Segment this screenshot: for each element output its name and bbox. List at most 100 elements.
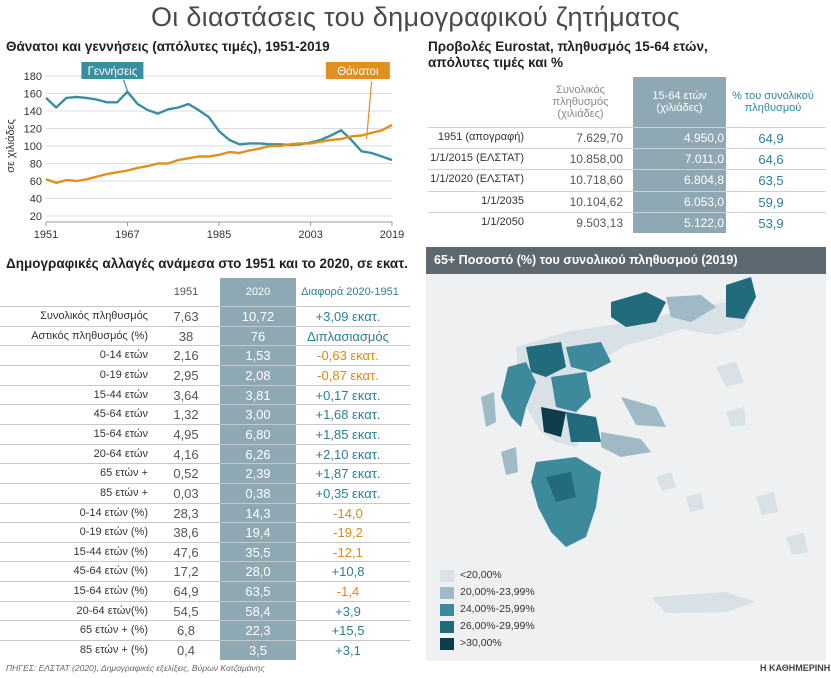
y-tick-label: 40 <box>30 194 42 206</box>
demo-row-diff: -0,87 εκατ. <box>317 367 379 383</box>
proj-row-pct: 53,9 <box>758 215 784 231</box>
y-tick-label: 100 <box>24 141 42 153</box>
demo-row: 0-14 ετών 2,16 1,53 -0,63 εκατ. <box>0 345 410 367</box>
demo-row-diff: +2,10 εκατ. <box>315 446 381 462</box>
map-region-arcadia <box>546 472 576 502</box>
demo-row-1951: 2,16 <box>173 348 199 364</box>
map-region-rhodes <box>786 533 808 555</box>
legend-swatch <box>440 570 454 582</box>
demo-row-1951: 38,6 <box>173 525 199 541</box>
x-tick-label: 1967 <box>115 229 139 241</box>
demo-row: 0-19 ετών 2,95 2,08 -0,87 εκατ. <box>0 364 410 387</box>
map-region-corfu <box>481 392 496 427</box>
y-axis-label: σε χιλιάδες <box>5 119 17 173</box>
publisher-credit: Η ΚΑΘΗΜΕΡΙΝΗ <box>760 663 831 673</box>
demo-row-2020: 28,0 <box>245 564 271 580</box>
map-region-peloponnese <box>531 457 601 547</box>
demo-row-1951: 28,3 <box>173 505 199 521</box>
demo-row-diff: +1,68 εκατ. <box>315 407 381 423</box>
sources-note: ΠΗΓΕΣ: ΕΛΣΤΑΤ (2020), Δημογραφικές εξελί… <box>6 663 265 673</box>
line-chart-title: Θάνατοι και γεννήσεις (απόλυτες τιμές), … <box>6 39 330 54</box>
demo-row-1951: 3,64 <box>173 387 199 403</box>
births-callout-box <box>81 62 144 79</box>
demo-row-2020: 63,5 <box>245 584 271 600</box>
demo-row-1951: 0,4 <box>176 643 196 659</box>
demo-row: 65 ετών + 0,52 2,39 +1,87 εκατ. <box>0 463 410 485</box>
births-line <box>45 90 393 162</box>
proj-row-total: 9.503,13 <box>576 215 623 230</box>
demo-row-diff: +1,87 εκατ. <box>315 466 381 482</box>
map-region-crete <box>651 592 756 613</box>
projections-title: Προβολές Eurostat, πληθυσμός 15-64 ετών,… <box>428 39 708 70</box>
demo-row-diff: +3,9 <box>335 603 361 619</box>
legend-label: >30,00% <box>460 637 502 649</box>
proj-row-working-age: 7.011,0 <box>684 152 724 167</box>
demo-row: 65 ετών + (%) 6,8 22,3 +15,5 <box>0 620 410 642</box>
demo-header-1951: 1951 <box>173 286 199 298</box>
map-region-lesvos <box>716 362 744 387</box>
births-callout-pointer <box>122 79 128 92</box>
demo-row: Συνολικός πληθυσμός 7,63 10,72 +3,09 εκατ. <box>0 306 410 328</box>
demo-row-diff: +0,17 εκατ. <box>315 387 381 403</box>
demo-header-diff: Διαφορά 2020-1951 <box>301 286 399 298</box>
demo-row-2020: 14,3 <box>245 505 271 521</box>
proj-row-total: 7.629,70 <box>576 131 623 145</box>
y-tick-label: 140 <box>24 106 42 118</box>
map-region-cyclades-2 <box>686 493 704 512</box>
births-callout-label: Γεννήσεις <box>88 66 138 78</box>
demo-row-diff: +15,5 <box>331 623 365 639</box>
map-region-cyclades-1 <box>656 472 676 491</box>
highlight-column <box>633 77 726 233</box>
legend-label: 24,00%-25,99% <box>460 603 535 615</box>
demo-row: 15-44 ετών (%) 47,6 35,5 -12,1 <box>0 541 410 564</box>
proj-row-pct: 59,9 <box>758 194 784 210</box>
demo-row-label: 15-44 ετών <box>93 388 148 401</box>
demo-row: 15-44 ετών 3,64 3,81 +0,17 εκατ. <box>0 384 410 407</box>
demo-row: Αστικός πληθυσμός (%) 38 76 Διπλασιασμός <box>0 325 410 348</box>
demo-row: 45-64 ετών 1,32 3,00 +1,68 εκατ. <box>0 404 410 426</box>
proj-row: 1/1/2015 (ΕΛΣΤΑΤ) 10.858,00 7.011,0 64,6 <box>428 148 826 170</box>
map-title: 65+ Ποσοστό (%) του συνολικού πληθυσμού … <box>426 247 826 274</box>
greece-map <box>481 277 808 613</box>
demo-row-2020: 3,81 <box>245 387 271 403</box>
demo-row-1951: 64,9 <box>173 584 199 600</box>
demo-row-label: 65 ετών + <box>100 467 148 480</box>
proj-row-label: 1951 (απογραφή) <box>437 131 524 143</box>
demo-row: 0-14 ετών (%) 28,3 14,3 -14,0 <box>0 502 410 525</box>
proj-header-working-age: 15-64 ετών (χιλιάδες) <box>652 90 707 114</box>
map-region-thessaly-west <box>551 372 591 412</box>
map-panel <box>426 247 826 661</box>
map-region-chios <box>726 407 746 427</box>
demo-row-diff: -0,63 εκατ. <box>317 348 379 364</box>
map-region-ionian <box>501 447 518 475</box>
demo-row-diff: -19,2 <box>333 525 363 541</box>
demo-row-label: 45-64 ετών (%) <box>73 565 148 578</box>
y-tick-label: 180 <box>24 71 42 83</box>
demo-row-label: 0-19 ετών <box>99 368 148 381</box>
demo-row-1951: 4,16 <box>173 446 199 462</box>
map-region-central-greece <box>566 412 601 442</box>
demo-row-1951: 1,32 <box>173 407 199 423</box>
x-tick-label: 2003 <box>298 229 322 241</box>
proj-row: 1/1/2035 10.104,62 6.053,0 59,9 <box>428 190 826 213</box>
proj-header-pct: % του συνολικού πληθυσμού <box>732 90 814 114</box>
legend-swatch <box>440 587 454 599</box>
proj-row-pct: 64,6 <box>758 152 784 168</box>
demo-row: 0-19 ετών (%) 38,6 19,4 -19,2 <box>0 522 410 544</box>
map-region-evia <box>621 397 666 427</box>
demo-row-2020: 10,72 <box>241 309 275 324</box>
projections-table: Συνολικός πληθυσμός (χιλιάδες) 15-64 ετώ… <box>428 77 826 233</box>
highlight-column-2020 <box>220 278 296 660</box>
proj-row-working-age: 4.950,0 <box>683 131 724 145</box>
proj-row-working-age: 6.053,0 <box>683 194 724 209</box>
demo-row-label: 85 ετών + <box>100 486 148 499</box>
demo-row-2020: 6,26 <box>245 446 271 462</box>
y-tick-label: 80 <box>30 159 42 171</box>
map-region-dodecanese <box>756 492 778 515</box>
proj-row-total: 10.104,62 <box>569 194 623 209</box>
demo-row-1951: 4,95 <box>173 426 199 442</box>
proj-row-pct: 63,5 <box>758 173 784 189</box>
demo-row-label: 15-64 ετών (%) <box>73 585 148 598</box>
demo-header-2020: 2020 <box>245 286 271 298</box>
demo-row-label: 0-14 ετών <box>99 349 148 362</box>
